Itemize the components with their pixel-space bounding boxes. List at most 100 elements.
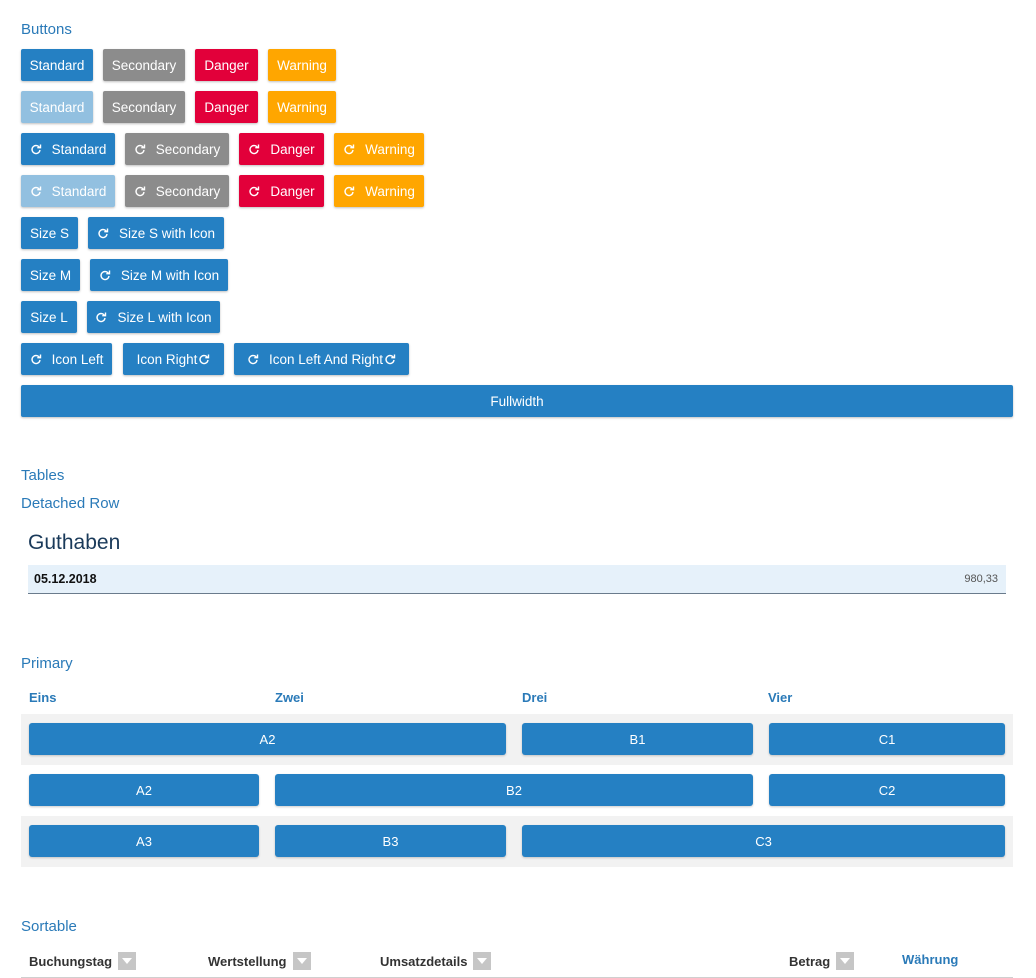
cell-button-a2[interactable]: A2 [29, 723, 506, 755]
sort-down-icon[interactable] [473, 952, 492, 970]
button-label: Warning [365, 141, 415, 157]
button-row-size-m: Size M Size M with Icon [21, 259, 228, 291]
fullwidth-button[interactable]: Fullwidth [21, 385, 1013, 417]
column-header-drei: Drei [522, 690, 548, 705]
refresh-icon [248, 185, 260, 197]
refresh-icon [99, 269, 111, 281]
column-header-vier: Vier [768, 690, 793, 705]
standard-icon-button[interactable]: Standard [21, 133, 115, 165]
refresh-icon [198, 353, 210, 365]
refresh-icon [97, 227, 109, 239]
detached-row-date: 05.12.2018 [34, 572, 97, 586]
detached-row-amount: 980,33 [964, 573, 998, 585]
button-row-disabled: Standard Secondary Danger Warning [21, 91, 336, 123]
cell-button-b3[interactable]: B3 [275, 825, 506, 857]
size-l-button[interactable]: Size L [21, 301, 77, 333]
refresh-icon [134, 185, 146, 197]
button-label: Danger [270, 183, 315, 199]
danger-icon-button[interactable]: Danger [239, 133, 324, 165]
warning-button[interactable]: Warning [268, 49, 336, 81]
column-header-buchungstag[interactable]: Buchungstag [29, 952, 137, 970]
cell-button-a3[interactable]: A3 [29, 825, 259, 857]
column-header-betrag[interactable]: Betrag [789, 952, 855, 970]
refresh-icon [343, 185, 355, 197]
button-label: Icon Right [136, 351, 198, 367]
cell-button-c3[interactable]: C3 [522, 825, 1005, 857]
refresh-icon [248, 143, 260, 155]
sort-down-icon[interactable] [836, 952, 855, 970]
button-label: Icon Left And Right [268, 351, 384, 367]
column-header-wertstellung[interactable]: Wertstellung [208, 952, 311, 970]
button-label: Secondary [155, 141, 221, 157]
button-row-icon-position: Icon Left Icon Right Icon Left And Right [21, 343, 409, 375]
button-label: Size M with Icon [120, 267, 220, 283]
column-label: Wertstellung [208, 953, 287, 969]
size-s-button[interactable]: Size S [21, 217, 78, 249]
cell-button-c1[interactable]: C1 [769, 723, 1005, 755]
table-row: A2 B2 C2 [21, 765, 1013, 816]
sort-down-icon[interactable] [118, 952, 137, 970]
section-title-sortable: Sortable [21, 918, 77, 935]
cell-button-a2[interactable]: A2 [29, 774, 259, 806]
standard-icon-button-disabled: Standard [21, 175, 115, 207]
size-m-button[interactable]: Size M [21, 259, 80, 291]
column-header-eins: Eins [29, 690, 57, 705]
icon-left-button[interactable]: Icon Left [21, 343, 112, 375]
size-s-icon-button[interactable]: Size S with Icon [88, 217, 224, 249]
button-label: Standard [51, 183, 107, 199]
button-row-size-l: Size L Size L with Icon [21, 301, 220, 333]
secondary-icon-button[interactable]: Secondary [125, 133, 229, 165]
danger-button[interactable]: Danger [195, 49, 258, 81]
section-title-tables: Tables [21, 467, 65, 484]
cell-button-b2[interactable]: B2 [275, 774, 753, 806]
detached-table-title: Guthaben [28, 531, 121, 554]
column-header-umsatzdetails[interactable]: Umsatzdetails [380, 952, 492, 970]
column-label: Währung [902, 952, 959, 967]
primary-table-header: Eins Zwei Drei Vier [21, 682, 1013, 715]
standard-button[interactable]: Standard [21, 49, 93, 81]
cell-button-b1[interactable]: B1 [522, 723, 753, 755]
cell-button-c2[interactable]: C2 [769, 774, 1005, 806]
button-label: Warning [365, 183, 415, 199]
button-label: Danger [270, 141, 315, 157]
size-m-icon-button[interactable]: Size M with Icon [90, 259, 228, 291]
refresh-icon [343, 143, 355, 155]
refresh-icon [384, 353, 396, 365]
size-l-icon-button[interactable]: Size L with Icon [87, 301, 220, 333]
table-row: A2 B1 C1 [21, 714, 1013, 765]
danger-icon-button-disabled: Danger [239, 175, 324, 207]
secondary-button[interactable]: Secondary [103, 49, 185, 81]
button-row-size-s: Size S Size S with Icon [21, 217, 224, 249]
icon-left-right-button[interactable]: Icon Left And Right [234, 343, 409, 375]
section-title-detached-row: Detached Row [21, 495, 120, 512]
button-label: Standard [51, 141, 107, 157]
section-title-primary: Primary [21, 655, 73, 672]
column-label: Umsatzdetails [380, 953, 468, 969]
button-label: Icon Left [51, 351, 104, 367]
refresh-icon [30, 353, 42, 365]
warning-icon-button-disabled: Warning [334, 175, 424, 207]
secondary-button-disabled: Secondary [103, 91, 185, 123]
section-title-buttons: Buttons [21, 21, 72, 38]
refresh-icon [95, 311, 107, 323]
secondary-icon-button-disabled: Secondary [125, 175, 229, 207]
button-row-icons-disabled: Standard Secondary Danger Warning [21, 175, 424, 207]
button-label: Size S with Icon [118, 225, 216, 241]
column-header-zwei: Zwei [275, 690, 304, 705]
column-label: Betrag [789, 953, 831, 969]
warning-icon-button[interactable]: Warning [334, 133, 424, 165]
button-label: Secondary [155, 183, 221, 199]
button-row-basic: Standard Secondary Danger Warning [21, 49, 336, 81]
warning-button-disabled: Warning [268, 91, 336, 123]
standard-button-disabled: Standard [21, 91, 93, 123]
refresh-icon [30, 143, 42, 155]
sortable-table-header: Buchungstag Wertstellung Umsatzdetails B… [21, 944, 1013, 978]
detached-row[interactable]: 05.12.2018 980,33 [28, 565, 1006, 594]
column-header-waehrung[interactable]: Währung [902, 952, 958, 967]
button-label: Size L with Icon [117, 309, 212, 325]
button-row-icons: Standard Secondary Danger Warning [21, 133, 424, 165]
icon-right-button[interactable]: Icon Right [123, 343, 224, 375]
table-row: A3 B3 C3 [21, 816, 1013, 867]
refresh-icon [134, 143, 146, 155]
sort-down-icon[interactable] [292, 952, 311, 970]
